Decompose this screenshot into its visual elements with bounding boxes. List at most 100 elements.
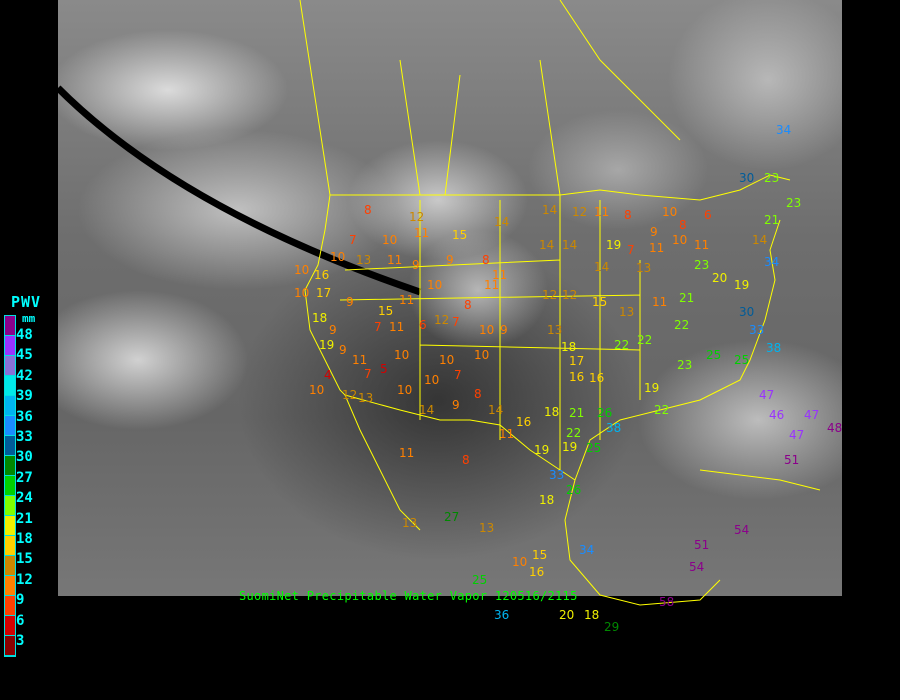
legend-label: 27 bbox=[16, 469, 33, 486]
station-pwv-value: 7 bbox=[454, 368, 462, 382]
legend-bin bbox=[5, 476, 15, 496]
station-pwv-value: 19 bbox=[562, 440, 578, 454]
legend-bin bbox=[5, 496, 15, 516]
station-pwv-value: 30 bbox=[739, 171, 755, 185]
station-pwv-value: 11 bbox=[399, 446, 415, 460]
station-pwv-value: 12 bbox=[342, 388, 358, 402]
station-pwv-value: 6 bbox=[419, 318, 427, 332]
legend-bin bbox=[5, 576, 15, 596]
station-pwv-value: 11 bbox=[389, 320, 405, 334]
station-pwv-value: 18 bbox=[312, 311, 328, 325]
station-pwv-value: 5 bbox=[380, 362, 388, 376]
station-pwv-value: 10 bbox=[424, 373, 440, 387]
legend-bin bbox=[5, 376, 15, 396]
station-pwv-value: 13 bbox=[636, 261, 652, 275]
station-pwv-value: 26 bbox=[597, 406, 613, 420]
station-pwv-value: 16 bbox=[516, 415, 532, 429]
station-pwv-value: 9 bbox=[346, 295, 354, 309]
station-pwv-value: 7 bbox=[374, 320, 382, 334]
station-pwv-value: 14 bbox=[562, 238, 578, 252]
station-pwv-value: 12 bbox=[562, 288, 578, 302]
station-pwv-value: 23 bbox=[677, 358, 693, 372]
station-pwv-value: 25 bbox=[734, 353, 750, 367]
legend-bin bbox=[5, 516, 15, 536]
station-pwv-value: 14 bbox=[752, 233, 768, 247]
station-pwv-value: 21 bbox=[679, 291, 695, 305]
station-pwv-value: 19 bbox=[319, 338, 335, 352]
station-pwv-value: 9 bbox=[446, 253, 454, 267]
legend-label: 48 bbox=[16, 327, 33, 343]
station-pwv-value: 18 bbox=[544, 405, 560, 419]
station-pwv-value: 10 bbox=[330, 250, 346, 264]
legend-label: 21 bbox=[16, 510, 33, 527]
station-pwv-value: 22 bbox=[637, 333, 653, 347]
station-pwv-value: 11 bbox=[652, 295, 668, 309]
station-pwv-value: 13 bbox=[547, 323, 563, 337]
station-pwv-value: 23 bbox=[694, 258, 710, 272]
station-pwv-value: 12 bbox=[434, 313, 450, 327]
station-pwv-value: 14 bbox=[494, 215, 510, 229]
legend-bin bbox=[5, 636, 15, 656]
station-pwv-value: 14 bbox=[542, 203, 558, 217]
legend-label: 12 bbox=[16, 571, 33, 588]
station-pwv-value: 25 bbox=[472, 573, 488, 587]
station-pwv-value: 8 bbox=[679, 218, 687, 232]
legend-label: 18 bbox=[16, 531, 33, 547]
station-pwv-value: 17 bbox=[569, 354, 585, 368]
station-pwv-value: 20 bbox=[712, 271, 728, 285]
station-pwv-value: 9 bbox=[339, 343, 347, 357]
station-pwv-value: 13 bbox=[479, 521, 495, 535]
us-states bbox=[339, 195, 641, 470]
station-pwv-value: 19 bbox=[734, 278, 750, 292]
station-pwv-value: 8 bbox=[474, 387, 482, 401]
legend-label: 42 bbox=[16, 367, 33, 384]
station-pwv-value: 16 bbox=[569, 370, 585, 384]
station-pwv-value: 10 bbox=[439, 353, 455, 367]
station-pwv-value: 26 bbox=[566, 483, 582, 497]
legend-bin bbox=[5, 436, 15, 456]
station-pwv-value: 58 bbox=[659, 595, 675, 609]
canada-provinces bbox=[299, 0, 681, 196]
station-pwv-value: 47 bbox=[789, 428, 805, 442]
station-pwv-value: 36 bbox=[494, 608, 510, 622]
station-pwv-value: 54 bbox=[689, 560, 705, 574]
station-pwv-value: 23 bbox=[764, 171, 780, 185]
legend-color-bar bbox=[4, 315, 16, 657]
station-pwv-value: 16 bbox=[589, 371, 605, 385]
station-pwv-value: 14 bbox=[419, 403, 435, 417]
station-pwv-value: 22 bbox=[614, 338, 630, 352]
station-pwv-value: 10 bbox=[479, 323, 495, 337]
legend-bin bbox=[5, 456, 15, 476]
legend-bin bbox=[5, 416, 15, 436]
station-pwv-value: 8 bbox=[464, 298, 472, 312]
station-pwv-value: 6 bbox=[704, 208, 712, 222]
station-pwv-value: 21 bbox=[764, 213, 780, 227]
station-pwv-value: 11 bbox=[499, 427, 515, 441]
gulf-coast bbox=[574, 219, 781, 481]
station-pwv-value: 33 bbox=[549, 468, 565, 482]
legend-bin bbox=[5, 596, 15, 616]
station-pwv-value: 8 bbox=[364, 203, 372, 217]
political-borders bbox=[299, 0, 821, 606]
station-pwv-value: 25 bbox=[706, 348, 722, 362]
station-pwv-value: 34 bbox=[764, 255, 780, 269]
station-pwv-value: 16 bbox=[529, 565, 545, 579]
station-pwv-value: 10 bbox=[309, 383, 325, 397]
legend-bin bbox=[5, 356, 15, 376]
station-pwv-value: 19 bbox=[644, 381, 660, 395]
station-pwv-value: 12 bbox=[409, 210, 425, 224]
legend-bin bbox=[5, 396, 15, 416]
mexico-coast bbox=[564, 479, 721, 606]
legend-label: 30 bbox=[16, 449, 33, 466]
station-pwv-value: 15 bbox=[378, 304, 394, 318]
station-pwv-value: 11 bbox=[387, 253, 403, 267]
station-pwv-value: 29 bbox=[604, 620, 620, 634]
station-pwv-value: 18 bbox=[561, 340, 577, 354]
station-pwv-value: 11 bbox=[352, 353, 368, 367]
station-pwv-value: 11 bbox=[414, 226, 430, 240]
station-pwv-value: 19 bbox=[534, 443, 550, 457]
station-pwv-value: 7 bbox=[364, 367, 372, 381]
station-pwv-value: 10 bbox=[394, 348, 410, 362]
legend-label: 36 bbox=[16, 408, 33, 425]
station-pwv-value: 10 bbox=[474, 348, 490, 362]
